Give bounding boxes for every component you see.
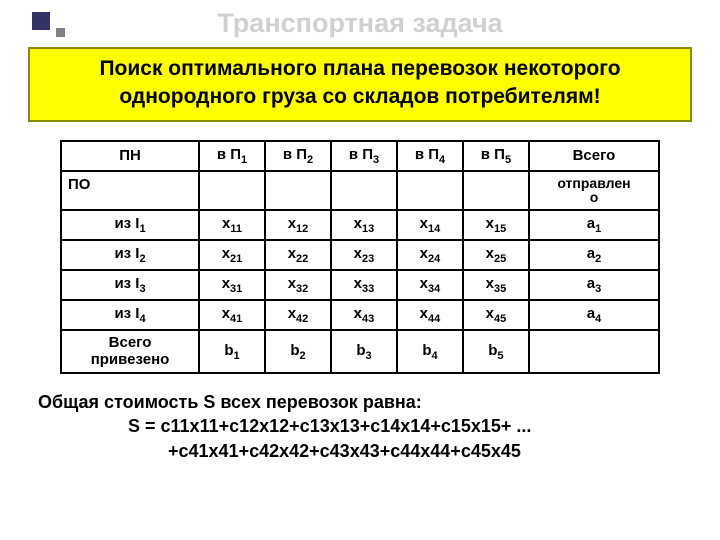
cell: x25	[463, 240, 529, 270]
cell: x14	[397, 210, 463, 240]
cell: x41	[199, 300, 265, 330]
table-header-row: ПН в П1 в П2 в П3 в П4 в П5 Всего	[61, 141, 659, 171]
header-pn: ПН	[61, 141, 199, 171]
cell: x21	[199, 240, 265, 270]
cell: x45	[463, 300, 529, 330]
header-p3: в П3	[331, 141, 397, 171]
cell: x44	[397, 300, 463, 330]
empty-cell	[397, 171, 463, 210]
formula-line1: Общая стоимость S всех перевозок равна:	[38, 390, 682, 414]
transport-table: ПН в П1 в П2 в П3 в П4 в П5 Всего ПО отп…	[60, 140, 660, 374]
empty-cell	[265, 171, 331, 210]
header-total: Всего	[529, 141, 659, 171]
header-p2: в П2	[265, 141, 331, 171]
table-row: из I3 x31 x32 x33 x34 x35 a3	[61, 270, 659, 300]
row-label-i4: из I4	[61, 300, 199, 330]
cell: b1	[199, 330, 265, 373]
empty-cell	[463, 171, 529, 210]
cell: x24	[397, 240, 463, 270]
cell-total	[529, 330, 659, 373]
cell: b2	[265, 330, 331, 373]
po-sent: отправлено	[529, 171, 659, 210]
table-row: из I2 x21 x22 x23 x24 x25 a2	[61, 240, 659, 270]
table-bottom-row: Всегопривезено b1 b2 b3 b4 b5	[61, 330, 659, 373]
table-row: из I4 x41 x42 x43 x44 x45 a4	[61, 300, 659, 330]
bottom-label: Всегопривезено	[61, 330, 199, 373]
cell: x13	[331, 210, 397, 240]
bullet-large-icon	[32, 12, 50, 30]
cell-total: a3	[529, 270, 659, 300]
header-p1: в П1	[199, 141, 265, 171]
cell: x32	[265, 270, 331, 300]
cell: x12	[265, 210, 331, 240]
cell: x34	[397, 270, 463, 300]
transport-table-wrap: ПН в П1 в П2 в П3 в П4 в П5 Всего ПО отп…	[60, 140, 660, 374]
row-label-i1: из I1	[61, 210, 199, 240]
header-p5: в П5	[463, 141, 529, 171]
po-label: ПО	[61, 171, 199, 210]
cell-total: a4	[529, 300, 659, 330]
formula-line2: S = с11x11+c12x12+c13x13+c14x14+c15x15+ …	[38, 414, 682, 438]
table-po-row: ПО отправлено	[61, 171, 659, 210]
cell: x23	[331, 240, 397, 270]
cell: x15	[463, 210, 529, 240]
cell: x31	[199, 270, 265, 300]
cell-total: a1	[529, 210, 659, 240]
empty-cell	[199, 171, 265, 210]
cell: x11	[199, 210, 265, 240]
cell: b3	[331, 330, 397, 373]
page-title: Транспортная задача	[0, 0, 720, 39]
cell: b4	[397, 330, 463, 373]
row-label-i2: из I2	[61, 240, 199, 270]
empty-cell	[331, 171, 397, 210]
cell-total: a2	[529, 240, 659, 270]
cell: x22	[265, 240, 331, 270]
bullet-small-icon	[56, 28, 65, 37]
cell: b5	[463, 330, 529, 373]
formula-block: Общая стоимость S всех перевозок равна: …	[38, 390, 682, 463]
cell: x33	[331, 270, 397, 300]
cell: x43	[331, 300, 397, 330]
header-p4: в П4	[397, 141, 463, 171]
description-banner: Поиск оптимального плана перевозок некот…	[28, 47, 692, 122]
row-label-i3: из I3	[61, 270, 199, 300]
cell: x35	[463, 270, 529, 300]
cell: x42	[265, 300, 331, 330]
table-row: из I1 x11 x12 x13 x14 x15 a1	[61, 210, 659, 240]
formula-line3: +c41x41+c42x42+c43x43+c44x44+c45x45	[38, 439, 682, 463]
